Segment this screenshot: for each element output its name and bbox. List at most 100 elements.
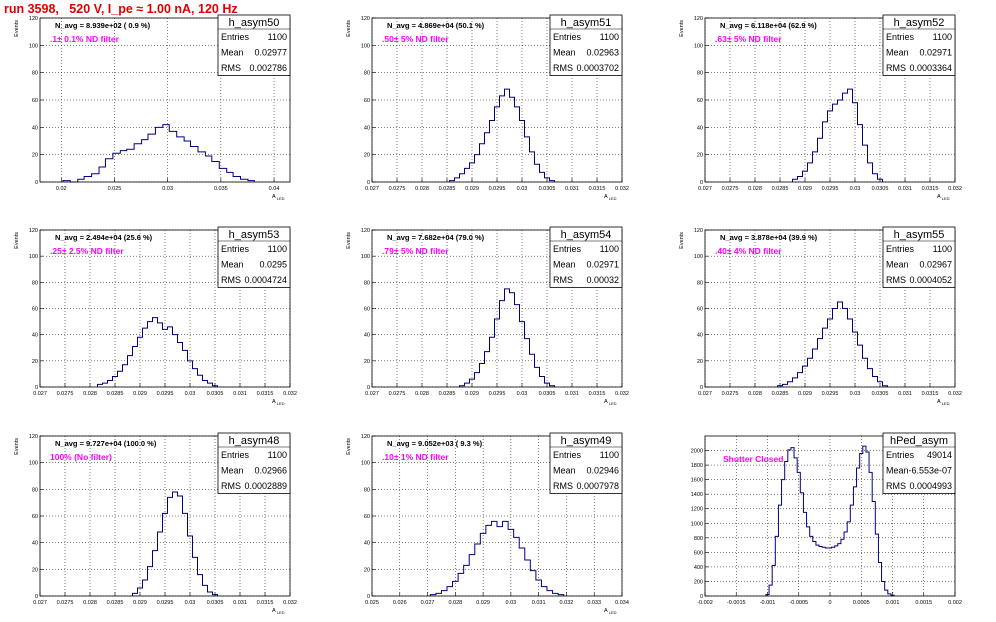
y-tick-label: 80: [32, 280, 38, 286]
x-tick-label: 0.03: [850, 186, 861, 192]
stats-value: 0.0004724: [244, 275, 287, 285]
y-tick-label: 20: [32, 153, 38, 159]
stats-box: [549, 14, 623, 76]
x-tick-label: 0.0305: [207, 600, 224, 606]
y-tick-label: 1400: [691, 492, 703, 498]
x-tick-label: 0.0295: [822, 186, 839, 192]
navg-label: N_avg = 9.727e+04 (100.0 %): [55, 439, 157, 448]
stats-label: Entries: [553, 32, 582, 42]
y-tick-label: 80: [364, 280, 370, 286]
x-tick-label: 0.034: [615, 600, 629, 606]
histogram-name: h_asym53: [229, 229, 280, 241]
x-tick-label: 0.0275: [722, 391, 739, 397]
x-tick-label: 0.027: [365, 186, 379, 192]
histogram-series: [132, 491, 218, 596]
x-tick-label: 0.0305: [539, 186, 556, 192]
x-tick-label: 0.0285: [772, 391, 789, 397]
x-tick-label: -0.0015: [727, 600, 746, 606]
y-tick-label: 800: [694, 536, 703, 542]
stats-label: Entries: [221, 450, 250, 460]
x-tick-label: 0.033: [587, 600, 601, 606]
histogram-panel-h_asym50: 0.02 0.025 0.03 0.035 0.04 0 20 40 60 80 100 120 Eve…: [14, 14, 291, 201]
stats-label: RMS: [553, 481, 573, 491]
y-tick-label: 20: [32, 359, 38, 365]
histogram-panel-h_asym55: 0.027 0.0275 0.028 0.0285 0.029 0.0295 0.03 0.0…: [679, 226, 962, 406]
x-tick-label: 0.0315: [589, 186, 606, 192]
y-tick-label: 0: [35, 180, 38, 186]
x-tick-label: 0.028: [748, 391, 762, 397]
y-tick-label: 100: [694, 254, 703, 260]
stats-box: [217, 432, 291, 494]
x-tick-label: 0.002: [948, 600, 962, 606]
stats-label: RMS: [553, 63, 573, 73]
x-tick-label: 0.0275: [57, 600, 74, 606]
y-tick-label: 100: [694, 43, 703, 49]
y-tick-label: 60: [697, 307, 703, 313]
navg-label: N_avg = 3.878e+04 (39.9 %): [720, 233, 818, 242]
x-tick-label: 0.001: [886, 600, 900, 606]
y-tick-label: 100: [29, 461, 38, 467]
histogram-series: [429, 520, 565, 596]
x-axis-label-sub: LED: [941, 196, 950, 201]
x-tick-label: 0.032: [615, 391, 629, 397]
x-axis-label-main: A: [937, 399, 941, 405]
y-axis-label: Events: [14, 438, 20, 455]
x-tick-label: 0.029: [798, 186, 812, 192]
stats-label: RMS: [886, 275, 906, 285]
x-tick-label: 0.031: [898, 186, 912, 192]
x-tick-label: 0.025: [365, 600, 379, 606]
stats-value: 0.002786: [249, 63, 287, 73]
y-tick-label: 40: [697, 125, 703, 131]
x-tick-label: 0.04: [269, 186, 280, 192]
stats-label: Entries: [886, 244, 915, 254]
x-tick-label: 0.028: [415, 391, 429, 397]
x-tick-label: 0.029: [133, 391, 147, 397]
stats-label: Mean: [553, 48, 576, 58]
x-tick-label: -0.001: [760, 600, 776, 606]
stats-label: Mean: [886, 466, 909, 476]
navg-label: N_avg = 8.939e+02 ( 0.9 %): [55, 21, 151, 30]
x-tick-label: 0.027: [698, 391, 712, 397]
x-tick-label: 0.0275: [57, 391, 74, 397]
y-tick-label: 0: [367, 594, 370, 600]
x-axis-label-sub: LED: [276, 401, 285, 406]
y-tick-label: 60: [364, 514, 370, 520]
stats-value: 1100: [600, 244, 619, 254]
y-tick-label: 100: [361, 461, 370, 467]
y-tick-label: 120: [361, 434, 370, 440]
y-tick-label: 40: [32, 125, 38, 131]
stats-label: RMS: [886, 481, 906, 491]
x-tick-label: 0.0005: [853, 600, 870, 606]
x-tick-label: 0.03: [185, 391, 196, 397]
histogram-series: [777, 301, 888, 387]
y-tick-label: 120: [361, 16, 370, 22]
stats-value: 0.02971: [919, 48, 952, 58]
x-tick-label: 0.0295: [157, 391, 174, 397]
stats-value: 1100: [268, 450, 287, 460]
x-axis-label-sub: LED: [276, 196, 285, 201]
x-tick-label: 0.0285: [107, 600, 124, 606]
x-tick-label: 0.028: [448, 600, 462, 606]
x-tick-label: 0.0305: [872, 391, 889, 397]
stats-label: Mean: [221, 466, 244, 476]
x-tick-label: 0.03: [506, 600, 517, 606]
stats-value: 1100: [600, 32, 619, 42]
stats-box: [549, 432, 623, 494]
y-axis-label: Events: [346, 438, 352, 455]
x-axis-label-main: A: [604, 608, 608, 614]
x-tick-label: 0.0285: [439, 186, 456, 192]
y-tick-label: 40: [364, 333, 370, 339]
x-axis-label-main: A: [272, 608, 276, 614]
x-axis-label-main: A: [272, 399, 276, 405]
histogram-series: [765, 445, 895, 596]
stats-label: Mean: [221, 48, 244, 58]
filter-note: Shutter Closed: [723, 454, 783, 464]
y-tick-label: 60: [697, 98, 703, 104]
stats-value: 1100: [268, 32, 287, 42]
navg-label: N_avg = 9.052e+03 ( 9.3 %): [387, 439, 483, 448]
x-axis-label-sub: LED: [608, 610, 617, 615]
x-axis-label: A LED: [937, 399, 950, 406]
x-tick-label: 0.0285: [772, 186, 789, 192]
y-tick-label: 120: [694, 16, 703, 22]
x-axis-label: A LED: [272, 194, 285, 201]
